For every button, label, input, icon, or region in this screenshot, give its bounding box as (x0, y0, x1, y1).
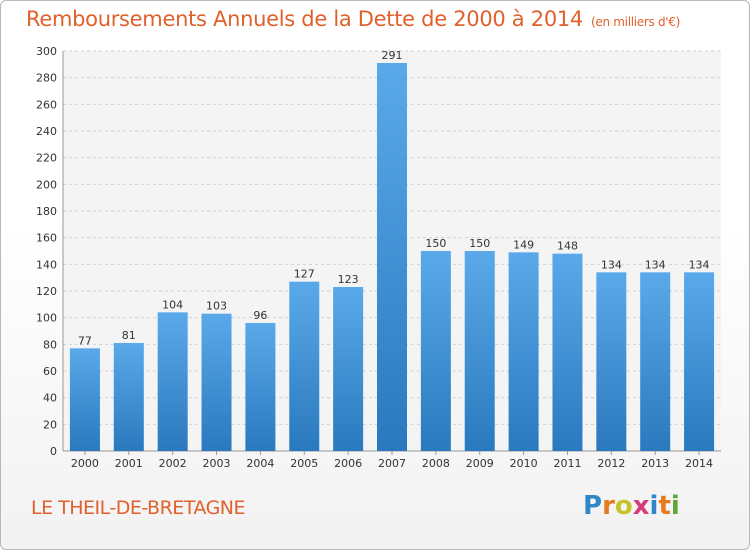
y-tick-label: 120 (36, 285, 57, 298)
x-tick-label: 2001 (115, 457, 143, 470)
x-tick-label: 2007 (378, 457, 406, 470)
y-tick-label: 300 (36, 45, 57, 58)
y-tick-label: 0 (50, 445, 57, 458)
x-tick-label: 2003 (203, 457, 231, 470)
bar-value-label: 150 (469, 237, 490, 250)
logo-letter: o (614, 491, 633, 521)
y-tick-label: 200 (36, 178, 57, 191)
bar-value-label: 134 (601, 258, 622, 271)
y-tick-label: 20 (43, 418, 57, 431)
bar-value-label: 77 (78, 334, 92, 347)
x-tick-label: 2013 (641, 457, 669, 470)
bar-value-label: 127 (294, 268, 315, 281)
y-tick-label: 180 (36, 205, 57, 218)
bar-value-label: 123 (338, 273, 359, 286)
bar-value-label: 148 (557, 240, 578, 253)
bar (289, 281, 320, 451)
bar (157, 312, 188, 451)
x-tick-label: 2006 (334, 457, 362, 470)
y-tick-label: 240 (36, 125, 57, 138)
bar (508, 252, 539, 451)
x-tick-label: 2011 (553, 457, 581, 470)
bar (201, 313, 232, 451)
x-tick-label: 2002 (159, 457, 187, 470)
y-tick-label: 60 (43, 365, 57, 378)
logo-letter: t (658, 491, 671, 521)
bar-value-label: 96 (253, 309, 267, 322)
x-tick-label: 2000 (71, 457, 99, 470)
bar-chart: 0 20 40 60 80 100 120 140 160 180 200 220 240 260 280 3… (36, 45, 721, 470)
logo-letter: i (670, 491, 680, 521)
y-tick-label: 260 (36, 98, 57, 111)
logo-letter: x (632, 491, 650, 521)
bar-value-label: 291 (382, 49, 403, 62)
chart-subtitle: (en milliers d'€) (591, 15, 681, 29)
bar-value-label: 134 (689, 258, 710, 271)
bar (640, 272, 671, 451)
bar-value-label: 134 (645, 258, 666, 271)
y-tick-label: 140 (36, 258, 57, 271)
y-tick-label: 100 (36, 312, 57, 325)
y-tick-label: 280 (36, 72, 57, 85)
bar (420, 251, 451, 451)
x-tick-label: 2014 (685, 457, 713, 470)
chart-title: Remboursements Annuels de la Dette de 20… (26, 7, 583, 31)
logo-letter: i (649, 491, 659, 521)
bar-value-label: 150 (425, 237, 446, 250)
y-tick-label: 40 (43, 392, 57, 405)
bar (69, 348, 100, 451)
x-tick-label: 2005 (290, 457, 318, 470)
x-tick-label: 2012 (597, 457, 625, 470)
proxiti-logo: Proxiti (583, 491, 680, 521)
bar-value-label: 81 (122, 329, 136, 342)
bar (684, 272, 715, 451)
bar (464, 251, 495, 451)
y-tick-label: 160 (36, 232, 57, 245)
logo-letter: r (602, 491, 615, 521)
bar-value-label: 103 (206, 300, 227, 313)
x-tick-label: 2004 (246, 457, 274, 470)
x-tick-label: 2010 (510, 457, 538, 470)
bar (552, 253, 583, 451)
place-name: LE THEIL-DE-BRETAGNE (31, 497, 246, 519)
bar (113, 343, 144, 451)
y-tick-label: 80 (43, 338, 57, 351)
bar-value-label: 149 (513, 238, 534, 251)
bar (596, 272, 627, 451)
bar (333, 287, 364, 451)
chart-title-line: Remboursements Annuels de la Dette de 20… (26, 7, 680, 31)
y-tick-label: 220 (36, 152, 57, 165)
logo-letter: P (583, 491, 603, 521)
x-tick-label: 2009 (466, 457, 494, 470)
x-tick-label: 2008 (422, 457, 450, 470)
bar (377, 63, 407, 451)
bar (245, 323, 276, 451)
bar-value-label: 104 (162, 298, 183, 311)
